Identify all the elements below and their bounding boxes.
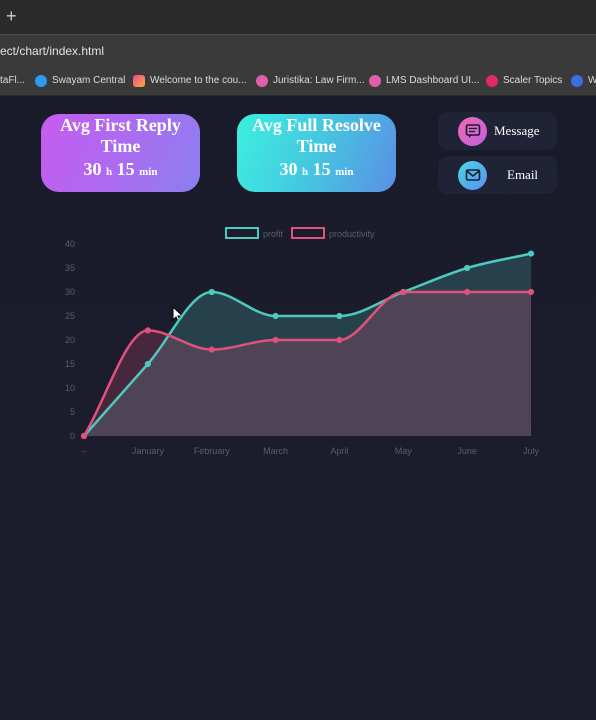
data-point-profit[interactable]: [527, 250, 535, 257]
data-point-productivity[interactable]: [400, 288, 407, 296]
bookmark-label: W: [588, 73, 596, 89]
data-point-profit[interactable]: [464, 264, 471, 272]
card-title: Avg First Reply Time: [60, 115, 181, 156]
hours-unit: h: [302, 166, 309, 178]
y-tick-label: 5: [70, 407, 75, 417]
y-tick-label: 25: [65, 311, 75, 321]
y-tick-label: 35: [65, 263, 75, 273]
y-tick-label: 15: [65, 359, 75, 369]
bookmark-label: Swayam Central: [52, 75, 126, 86]
data-point-productivity[interactable]: [527, 288, 535, 296]
data-point-productivity[interactable]: [272, 336, 279, 344]
x-tick-label: April: [330, 446, 348, 456]
x-axis: – January February March April May June July: [81, 446, 539, 456]
data-point-profit[interactable]: [272, 312, 279, 320]
x-tick-label: March: [263, 446, 288, 456]
data-point-profit[interactable]: [336, 312, 343, 320]
minutes-value: 15: [312, 159, 331, 179]
scaler-icon: [486, 75, 498, 87]
bookmark-item[interactable]: Scaler Topics: [486, 73, 562, 89]
data-point-productivity[interactable]: [336, 336, 343, 344]
y-tick-label: 30: [65, 287, 75, 297]
hours-value: 30: [83, 159, 102, 179]
legend-label[interactable]: profit: [263, 229, 284, 239]
minutes-unit: min: [335, 166, 354, 178]
series-areas: [84, 253, 531, 436]
y-tick-label: 0: [70, 431, 75, 441]
dribbble-icon: [369, 75, 381, 87]
data-point-productivity[interactable]: [208, 346, 215, 353]
data-point-profit[interactable]: [208, 288, 215, 296]
avg-first-reply-card: Avg First Reply Time 30 h 15 min: [41, 114, 200, 192]
y-tick-label: 20: [65, 335, 75, 345]
bookmark-label: Welcome to the cou...: [150, 75, 247, 86]
dribbble-icon: [256, 75, 268, 87]
bookmark-item[interactable]: LMS Dashboard UI...: [369, 73, 479, 89]
email-label: Email: [507, 167, 539, 182]
chart-legend: profit productivity: [225, 227, 375, 239]
card-title: Avg Full Resolve Time: [252, 115, 381, 156]
bookmark-item[interactable]: Welcome to the cou...: [133, 73, 247, 89]
y-tick-label: 40: [65, 239, 75, 249]
mail-icon: [458, 160, 487, 190]
line-area-chart: profit productivity 0 5 10 15 20 25 30 35 40 – Jan…: [65, 227, 539, 456]
email-button[interactable]: Email: [438, 156, 557, 194]
legend-swatch[interactable]: [225, 227, 259, 239]
course-icon: [133, 75, 145, 87]
series-area-productivity: [84, 292, 531, 436]
browser-tab-strip: +: [0, 0, 596, 34]
x-tick-label: January: [132, 446, 165, 456]
bookmark-item[interactable]: Juristika: Law Firm...: [256, 73, 365, 89]
hours-value: 30: [279, 159, 298, 179]
x-tick-label: May: [395, 446, 413, 456]
minutes-unit: min: [139, 166, 158, 178]
address-bar[interactable]: ect/chart/index.html: [0, 34, 596, 66]
c-icon: [571, 75, 583, 87]
url-text[interactable]: ect/chart/index.html: [0, 44, 105, 58]
series-points: [80, 250, 535, 440]
series-area-profit: [84, 253, 531, 436]
minutes-value: 15: [116, 159, 135, 179]
bookmark-label: LMS Dashboard UI...: [386, 75, 480, 86]
bookmark-item[interactable]: W: [571, 73, 596, 89]
data-point-profit[interactable]: [144, 360, 151, 368]
bookmark-label: Scaler Topics: [503, 75, 563, 86]
message-button[interactable]: Message: [438, 112, 557, 150]
bookmark-label: Juristika: Law Firm...: [273, 75, 365, 86]
x-tick-label: July: [523, 446, 540, 456]
message-label: Message: [494, 123, 540, 138]
data-point-productivity[interactable]: [80, 432, 88, 440]
new-tab-button[interactable]: +: [6, 6, 17, 26]
avg-full-resolve-card: Avg Full Resolve Time 30 h 15 min: [237, 114, 396, 192]
card-value: 30 h 15 min: [237, 157, 396, 184]
hours-unit: h: [106, 166, 113, 178]
x-tick-label: –: [81, 446, 86, 456]
bookmark-item[interactable]: taFl...: [0, 73, 25, 89]
message-icon: [458, 116, 487, 146]
data-point-productivity[interactable]: [144, 327, 151, 334]
data-point-productivity[interactable]: [464, 288, 471, 296]
swayam-icon: [35, 75, 47, 87]
card-value: 30 h 15 min: [41, 157, 200, 184]
legend-swatch[interactable]: [291, 227, 325, 239]
y-tick-label: 10: [65, 383, 75, 393]
bookmark-item[interactable]: Swayam Central: [35, 73, 125, 89]
legend-label[interactable]: productivity: [329, 229, 375, 239]
bookmark-label: taFl...: [0, 75, 26, 86]
bookmarks-bar: taFl... Swayam Central Welcome to the co…: [0, 66, 596, 96]
y-axis: 0 5 10 15 20 25 30 35 40: [65, 239, 75, 441]
x-tick-label: June: [457, 446, 477, 456]
x-tick-label: February: [194, 446, 231, 456]
